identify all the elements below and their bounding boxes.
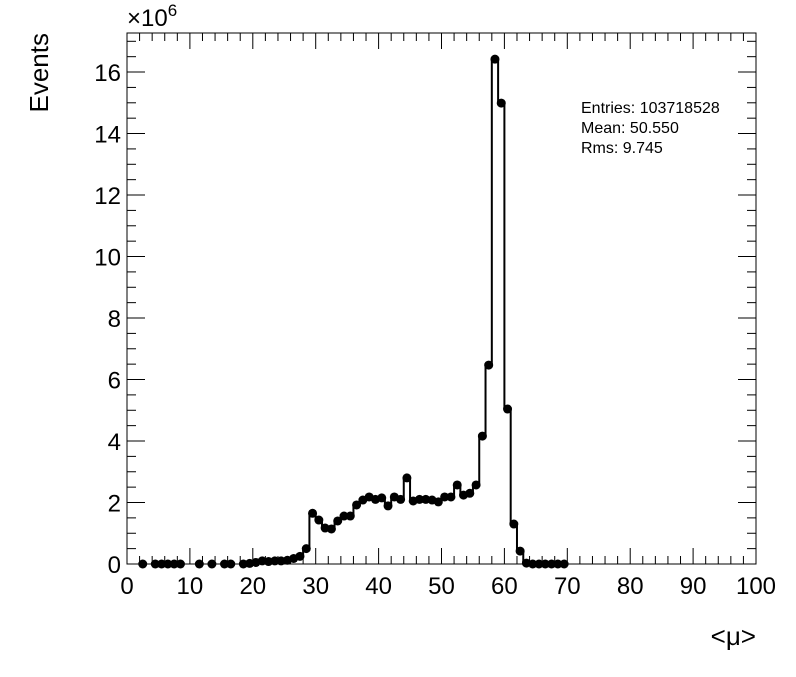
x-tick-label: 0: [120, 573, 133, 600]
x-tick-label: 90: [680, 573, 707, 600]
y-multiplier-exponent: 6: [168, 1, 177, 20]
bin-marker: [339, 511, 349, 521]
y-axis-label: Events: [24, 33, 54, 113]
bin-marker: [157, 559, 167, 569]
bin-marker: [150, 559, 160, 569]
stat-line: Rms: 9.745: [581, 140, 663, 157]
bin-marker: [163, 559, 173, 569]
stat-line: Mean: 50.550: [581, 120, 679, 137]
y-tick-label: 2: [108, 491, 121, 518]
x-axis-label: <μ>: [711, 621, 756, 651]
x-tick-label: 30: [302, 573, 329, 600]
y-multiplier-base: ×10: [127, 5, 168, 32]
bin-marker: [414, 494, 424, 504]
y-multiplier: ×106: [127, 1, 177, 32]
bin-marker: [547, 559, 557, 569]
x-tick-label: 80: [617, 573, 644, 600]
x-tick-label: 20: [239, 573, 266, 600]
x-tick-label: 70: [554, 573, 581, 600]
x-tick-label: 40: [365, 573, 392, 600]
y-tick-label: 8: [108, 306, 121, 333]
bin-marker: [559, 559, 569, 569]
x-tick-label: 100: [736, 573, 776, 600]
bin-marker: [169, 559, 179, 569]
y-tick-label: 12: [94, 183, 121, 210]
bin-marker: [540, 559, 550, 569]
bin-marker: [138, 559, 148, 569]
y-tick-label: 0: [108, 552, 121, 579]
bin-marker: [440, 492, 450, 502]
y-tick-label: 10: [94, 245, 121, 272]
bin-marker: [175, 559, 185, 569]
y-tick-label: 16: [94, 60, 121, 87]
y-tick-label: 14: [94, 122, 121, 149]
bin-marker: [194, 559, 204, 569]
bin-marker: [553, 559, 563, 569]
bin-marker: [528, 559, 538, 569]
stat-line: Entries: 103718528: [581, 100, 720, 117]
y-tick-label: 6: [108, 368, 121, 395]
bin-marker: [534, 559, 544, 569]
bin-marker: [207, 559, 217, 569]
x-tick-label: 60: [491, 573, 518, 600]
x-tick-label: 50: [428, 573, 455, 600]
x-tick-label: 10: [177, 573, 204, 600]
bin-marker: [219, 559, 229, 569]
bin-marker: [270, 556, 280, 566]
bin-marker: [226, 559, 236, 569]
y-tick-label: 4: [108, 429, 121, 456]
